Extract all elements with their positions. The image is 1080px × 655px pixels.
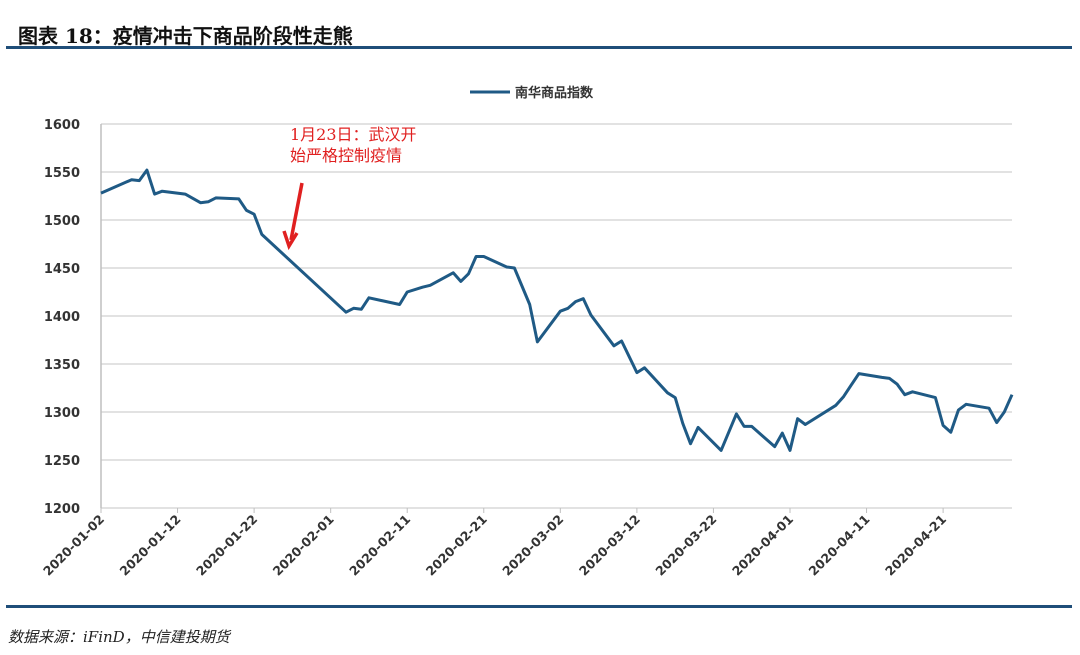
x-tick-label: 2020-01-22 [193,512,260,579]
x-tick-label: 2020-03-12 [576,512,643,579]
y-tick-label: 1300 [44,406,80,421]
x-tick-label: 2020-04-01 [729,512,796,579]
y-tick-label: 1250 [44,454,80,469]
x-tick-label: 2020-04-11 [806,512,873,579]
y-tick-label: 1550 [44,166,80,181]
x-tick-label: 2020-02-01 [270,512,337,579]
x-tick-label: 2020-02-11 [346,512,413,579]
annotation-text: 始严格控制疫情 [290,146,402,165]
legend-label: 南华商品指数 [515,85,594,101]
bottom-rule [6,605,1072,608]
y-tick-label: 1600 [44,118,80,133]
x-tick-label: 2020-04-21 [882,512,949,579]
annotation-text: 1月23日：武汉开 [290,125,417,144]
annotation-arrow [289,182,304,241]
x-tick-label: 2020-03-02 [499,512,566,579]
y-tick-label: 1500 [44,214,80,229]
series-line-nanhua-index [100,168,1014,452]
source-note: 数据来源：iFinD，中信建投期货 [8,628,230,646]
x-tick-label: 2020-01-12 [117,512,184,579]
y-tick-label: 1400 [44,310,80,325]
y-tick-label: 1200 [44,502,80,517]
arrow-head-icon [282,230,299,251]
figure-title: 图表 18：疫情冲击下商品阶段性走熊 [18,24,353,48]
top-rule [6,46,1072,49]
y-tick-label: 1450 [44,262,80,277]
x-tick-label: 2020-01-02 [40,512,107,579]
y-tick-label: 1350 [44,358,80,373]
x-tick-label: 2020-03-22 [652,512,719,579]
x-tick-label: 2020-02-21 [423,512,490,579]
